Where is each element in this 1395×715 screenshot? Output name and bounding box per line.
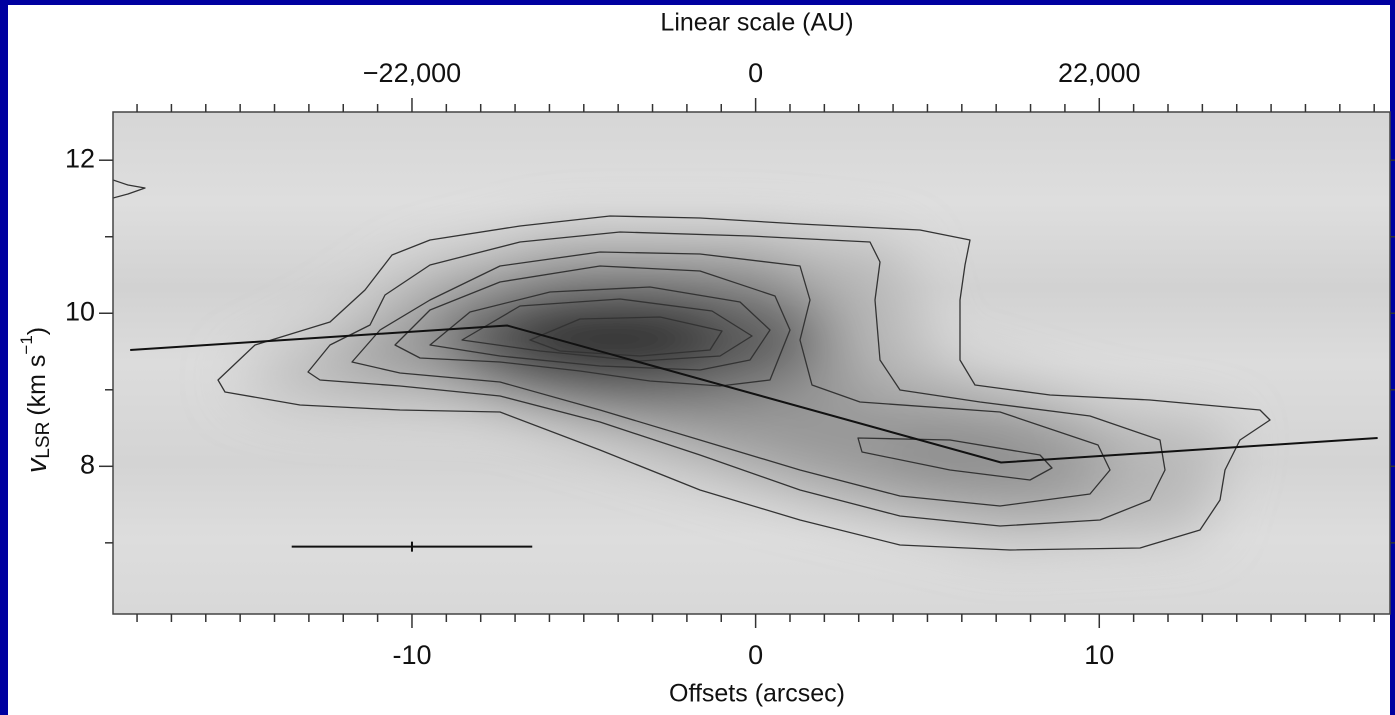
y-tick-label: 12: [65, 143, 95, 173]
contour: [351, 251, 1111, 507]
x2-tick-label: 22,000: [1058, 58, 1141, 88]
y-label-close: ): [23, 327, 51, 335]
contour: [529, 316, 723, 357]
plot-image: [113, 112, 1390, 614]
contour: [113, 179, 146, 199]
x2-axis-label: Linear scale (AU): [660, 9, 853, 37]
y-tick-label: 8: [80, 449, 95, 479]
contour: [217, 215, 1271, 551]
plot-frame: [112, 111, 1391, 615]
x-tick-label: -10: [392, 640, 431, 670]
data-line: [130, 324, 1378, 464]
contour: [857, 437, 1053, 481]
x2-tick-label: −22,000: [363, 58, 461, 88]
x-tick-label: 0: [748, 640, 763, 670]
y-label-subscript: LSR: [33, 422, 54, 459]
contour: [307, 231, 1166, 527]
y-label-superscript: −1: [17, 335, 36, 354]
contours: [113, 179, 1271, 551]
x-tick-label: 10: [1084, 640, 1114, 670]
y-axis-label: vLSR (km s−1): [17, 327, 54, 473]
y-label-unit: (km s: [23, 355, 51, 416]
contour: [461, 298, 753, 362]
contour: [429, 286, 771, 371]
y-label-symbol: v: [21, 457, 53, 473]
x2-tick-label: 0: [748, 58, 763, 88]
contour: [394, 265, 791, 387]
y-tick-label: 10: [65, 296, 95, 326]
x-axis-label: Offsets (arcsec): [669, 680, 845, 708]
